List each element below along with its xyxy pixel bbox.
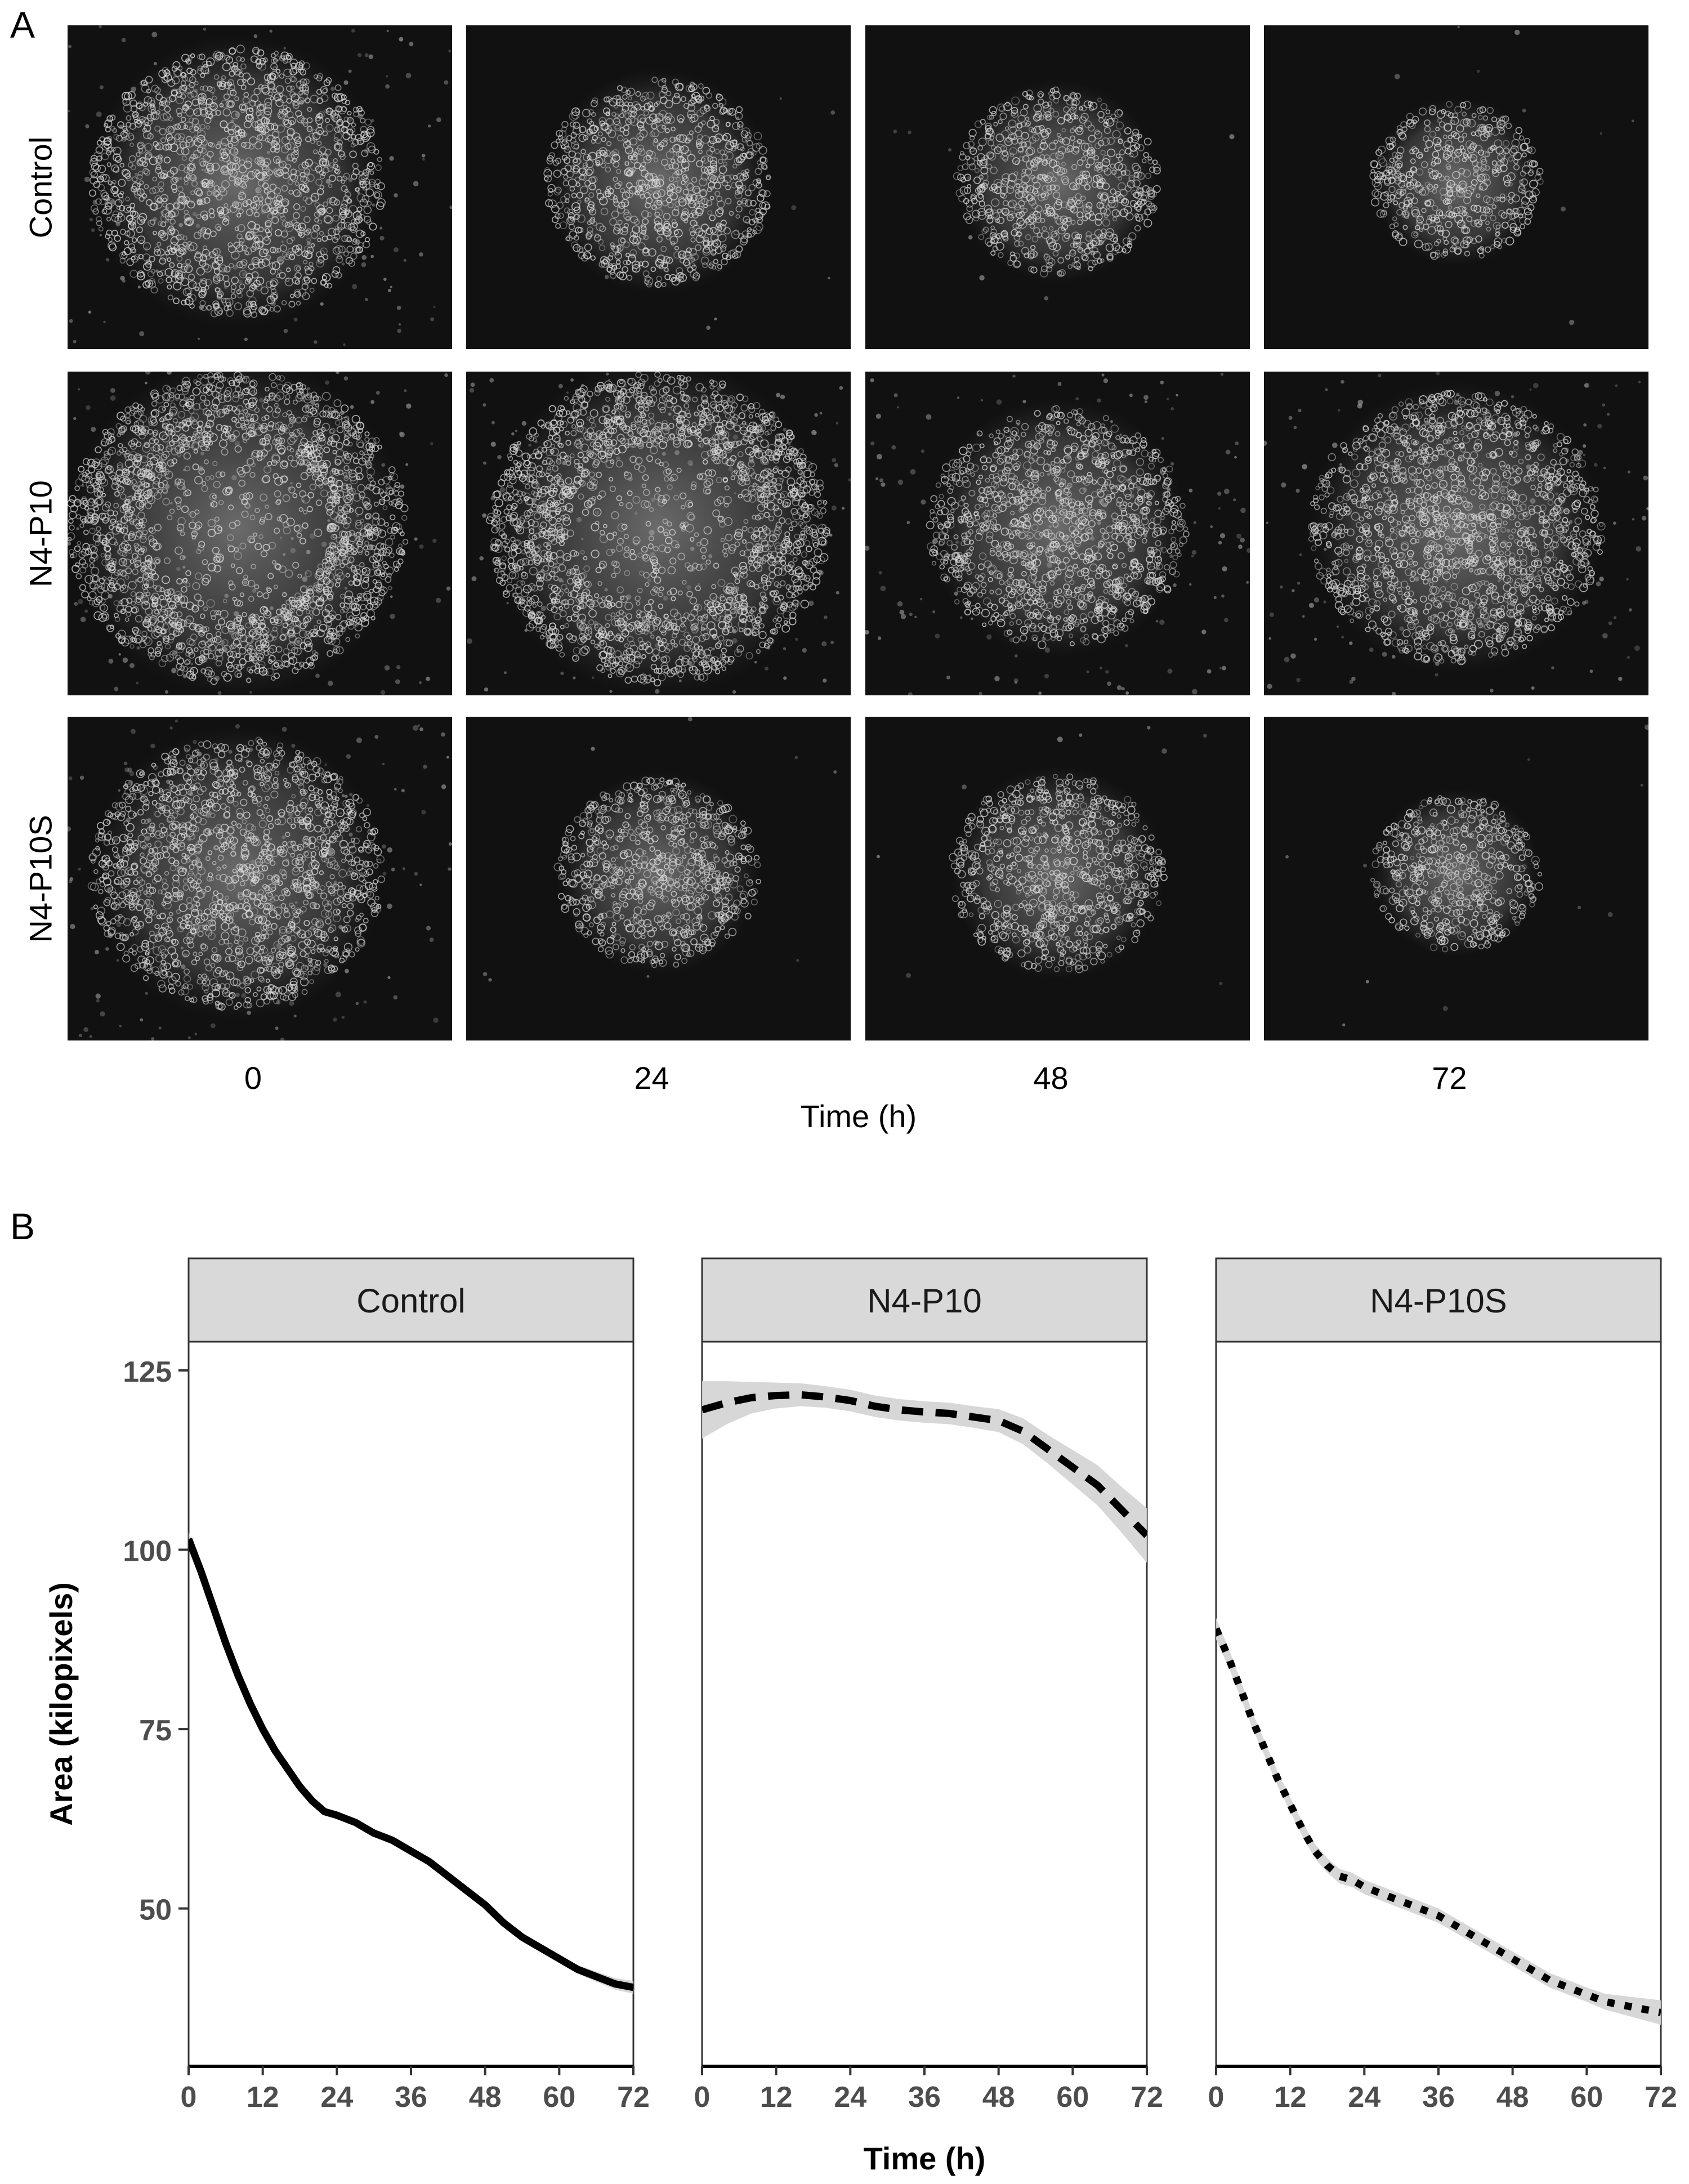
micrograph-n4-p10-48h	[865, 372, 1250, 695]
column-label-48: 48	[1033, 1060, 1069, 1096]
facet-strip-n4-p10	[701, 1257, 1148, 1343]
area-faceted-line-chart: 50 75 100 125 Area (kilopixels) Time (h) Contr…	[43, 1257, 1677, 2176]
facet-strip-control	[187, 1257, 635, 1343]
facet-panel-n4-p10s	[1215, 1341, 1662, 2067]
x-tick-label: 24	[320, 2081, 353, 2114]
micrograph-n4-p10s-24h	[466, 717, 851, 1040]
x-tick-label: 12	[247, 2081, 279, 2114]
series-line-control	[189, 1538, 633, 1991]
micrograph-n4-p10-24h	[466, 372, 851, 695]
y-tick-label: 50	[139, 1894, 172, 1927]
y-tick-label: 125	[123, 1356, 172, 1388]
panel-a-xlabel: Time (h)	[800, 1098, 917, 1134]
x-tick-label: 60	[543, 2081, 575, 2114]
x-tick-label: 72	[1131, 2081, 1163, 2114]
facet-strip-n4-p10s	[1215, 1257, 1662, 1343]
x-tick-label: 0	[694, 2081, 711, 2114]
column-label-24: 24	[634, 1060, 669, 1096]
row-label-n4-p10: N4-P10	[23, 480, 59, 587]
y-tick-label: 100	[123, 1535, 172, 1568]
x-tick-label: 12	[760, 2081, 793, 2114]
facet-title-n4-p10s: N4-P10S	[1370, 1282, 1507, 1320]
y-axis-title: Area (kilopixels)	[43, 1582, 79, 1826]
facet-title-control: Control	[356, 1282, 465, 1320]
x-tick-label: 0	[1208, 2081, 1225, 2114]
micrograph-control-24h	[466, 25, 851, 349]
micrograph-control-0h	[68, 25, 452, 349]
column-label-0: 0	[244, 1060, 262, 1096]
row-label-n4-p10s: N4-P10S	[23, 814, 59, 943]
x-tick-label: 24	[1348, 2081, 1380, 2114]
facet-title-n4-p10: N4-P10	[867, 1282, 981, 1320]
x-tick-label: 0	[181, 2081, 197, 2114]
column-label-72: 72	[1432, 1060, 1467, 1096]
x-tick-label: 24	[834, 2081, 866, 2114]
facet-panel-n4-p10	[701, 1341, 1148, 2067]
micrograph-n4-p10-0h	[68, 372, 452, 695]
series-line-n4-p10	[702, 1391, 1147, 1538]
y-tick-label: 75	[139, 1714, 172, 1747]
panel-a-letter: A	[10, 4, 35, 46]
panel-b-letter: B	[10, 1205, 35, 1247]
x-tick-label: 36	[395, 2081, 427, 2114]
micrograph-n4-p10s-48h	[865, 717, 1250, 1040]
x-tick-label: 48	[982, 2081, 1015, 2114]
facet-panel-control	[187, 1341, 635, 2067]
x-tick-label: 48	[1496, 2081, 1529, 2114]
micrograph-n4-p10s-0h	[68, 717, 452, 1040]
micrograph-control-48h	[865, 25, 1250, 349]
x-tick-label: 36	[908, 2081, 941, 2114]
row-label-control: Control	[23, 136, 59, 238]
x-tick-label: 36	[1422, 2081, 1455, 2114]
x-tick-label: 72	[617, 2081, 650, 2114]
micrograph-n4-p10-72h	[1264, 372, 1648, 695]
micrograph-control-72h	[1264, 25, 1648, 349]
micrograph-n4-p10s-72h	[1264, 717, 1648, 1040]
x-tick-label: 48	[469, 2081, 502, 2114]
x-tick-label: 12	[1274, 2081, 1307, 2114]
x-tick-label: 72	[1645, 2081, 1677, 2114]
x-tick-label: 60	[1056, 2081, 1089, 2114]
x-axis-title: Time (h)	[864, 2141, 986, 2176]
x-tick-label: 60	[1570, 2081, 1603, 2114]
